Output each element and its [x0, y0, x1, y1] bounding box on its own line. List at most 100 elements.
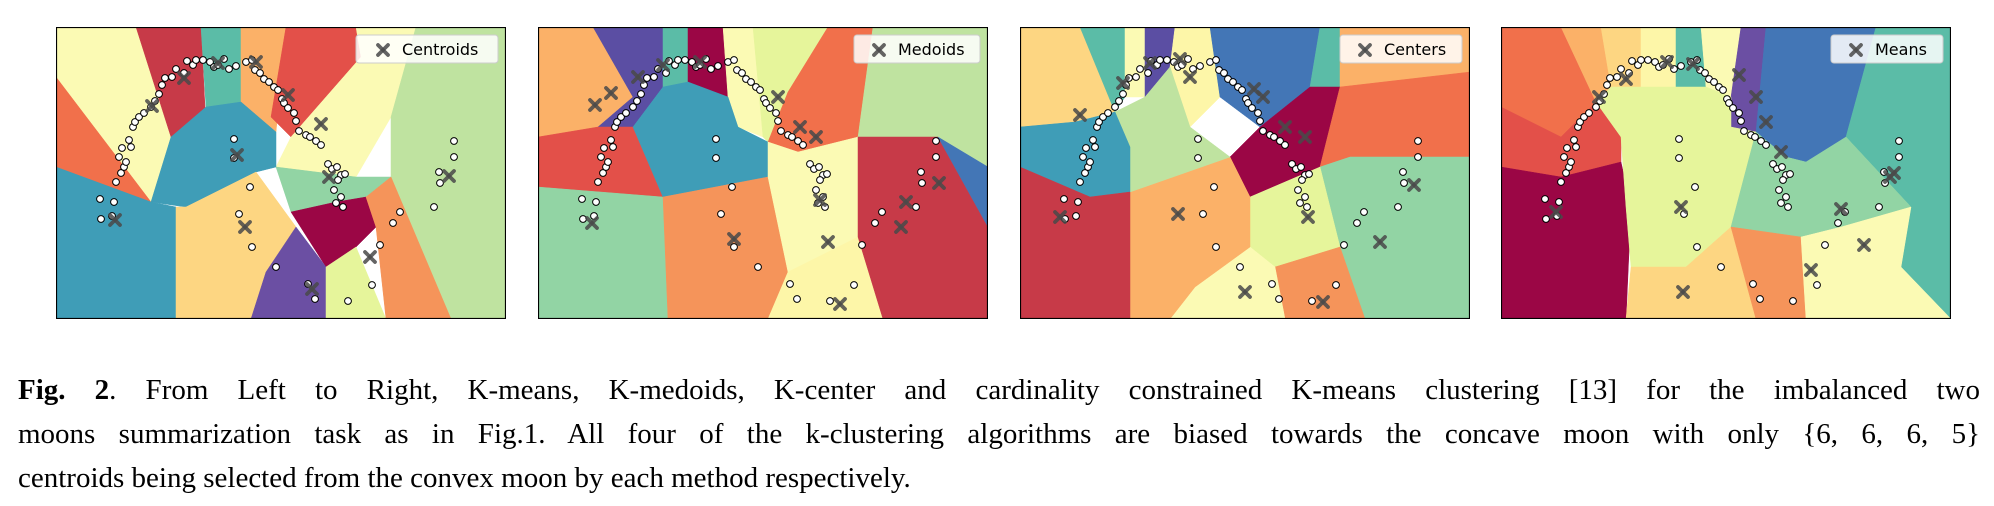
center-marker-icon: [1143, 56, 1157, 70]
data-point: [707, 65, 715, 73]
center-marker-icon: [1298, 130, 1312, 144]
data-point: [786, 280, 794, 288]
legend-marker-icon: [872, 43, 886, 57]
plot-frame: [1020, 27, 1470, 319]
data-point: [1567, 158, 1575, 166]
center-marker-icon: [1759, 115, 1773, 129]
data-point: [730, 243, 738, 251]
data-point: [1562, 169, 1570, 177]
center-marker-icon: [249, 55, 263, 69]
data-point: [292, 117, 300, 125]
figure-caption: Fig. 2. From Left to Right, K-means, K-m…: [18, 368, 1980, 500]
data-point: [712, 135, 720, 143]
legend-marker-icon: [1358, 43, 1372, 57]
data-point: [774, 117, 782, 125]
data-point: [1555, 198, 1563, 206]
data-point: [823, 170, 831, 178]
data-point: [1394, 203, 1402, 211]
data-point: [155, 90, 163, 98]
data-point: [878, 208, 886, 216]
center-marker-icon: [821, 235, 835, 249]
data-point: [312, 137, 320, 145]
data-point: [1782, 193, 1790, 201]
data-point: [1740, 127, 1748, 135]
data-point: [295, 127, 303, 135]
center-marker-icon: [1256, 90, 1270, 104]
data-point: [592, 198, 600, 206]
data-point: [1675, 135, 1683, 143]
figure-label: Fig. 2: [18, 374, 110, 406]
data-point: [1194, 135, 1202, 143]
data-point: [799, 141, 807, 149]
data-point: [1563, 144, 1571, 152]
data-point: [256, 69, 264, 77]
data-point: [754, 263, 762, 271]
legend-label: Means: [1875, 40, 1927, 59]
data-point: [728, 183, 736, 191]
center-marker-icon: [727, 232, 741, 246]
center-marker-icon: [211, 56, 225, 70]
data-point: [450, 137, 458, 145]
data-point: [1244, 99, 1252, 107]
data-point: [594, 178, 602, 186]
data-point: [112, 178, 120, 186]
data-point: [806, 160, 814, 168]
legend-label: Centers: [1384, 40, 1446, 59]
center-marker-icon: [813, 193, 827, 207]
data-point: [1675, 154, 1683, 162]
data-point: [1778, 163, 1786, 171]
center-marker-icon: [230, 148, 244, 162]
data-point: [1737, 117, 1745, 125]
data-point: [1560, 153, 1568, 161]
data-point: [1340, 241, 1348, 249]
center-marker-icon: [108, 213, 122, 227]
center-marker-icon: [656, 58, 670, 72]
data-point: [396, 208, 404, 216]
data-point: [1749, 280, 1757, 288]
data-point: [1212, 56, 1220, 64]
data-point: [1144, 69, 1152, 77]
center-marker-icon: [305, 282, 319, 296]
data-point: [284, 104, 292, 112]
center-marker-icon: [1053, 210, 1067, 224]
data-point: [717, 210, 725, 218]
data-point: [643, 74, 651, 82]
data-point: [1717, 263, 1725, 271]
data-point: [1751, 133, 1759, 141]
data-point: [1060, 195, 1068, 203]
data-point: [1294, 186, 1302, 194]
data-point: [1725, 99, 1733, 107]
data-point: [1414, 153, 1422, 161]
data-point: [1259, 127, 1267, 135]
data-point: [1238, 86, 1246, 94]
data-point: [1399, 168, 1407, 176]
data-point: [1542, 215, 1550, 223]
data-point: [183, 57, 191, 65]
data-point: [317, 141, 325, 149]
data-point: [376, 241, 384, 249]
cluster-region: [538, 186, 669, 319]
data-point: [161, 74, 169, 82]
data-point: [435, 168, 443, 176]
data-point: [246, 183, 254, 191]
data-point: [1298, 176, 1306, 184]
center-marker-icon: [833, 297, 847, 311]
data-point: [1353, 219, 1361, 227]
data-point: [1199, 210, 1207, 218]
data-point: [1236, 263, 1244, 271]
data-point: [599, 169, 607, 177]
data-point: [1756, 295, 1764, 303]
center-marker-icon: [1619, 72, 1633, 86]
caption-line-2: moons summarization task as in Fig.1. Al…: [18, 418, 1980, 450]
data-point: [1229, 78, 1237, 86]
center-marker-icon: [1316, 295, 1330, 309]
cluster-region: [1129, 156, 1251, 319]
data-point: [118, 144, 126, 152]
data-point: [368, 281, 376, 289]
data-point: [1613, 73, 1621, 81]
data-point: [579, 215, 587, 223]
data-point: [122, 158, 130, 166]
data-point: [600, 144, 608, 152]
data-point: [206, 58, 214, 66]
data-point: [1086, 158, 1094, 166]
